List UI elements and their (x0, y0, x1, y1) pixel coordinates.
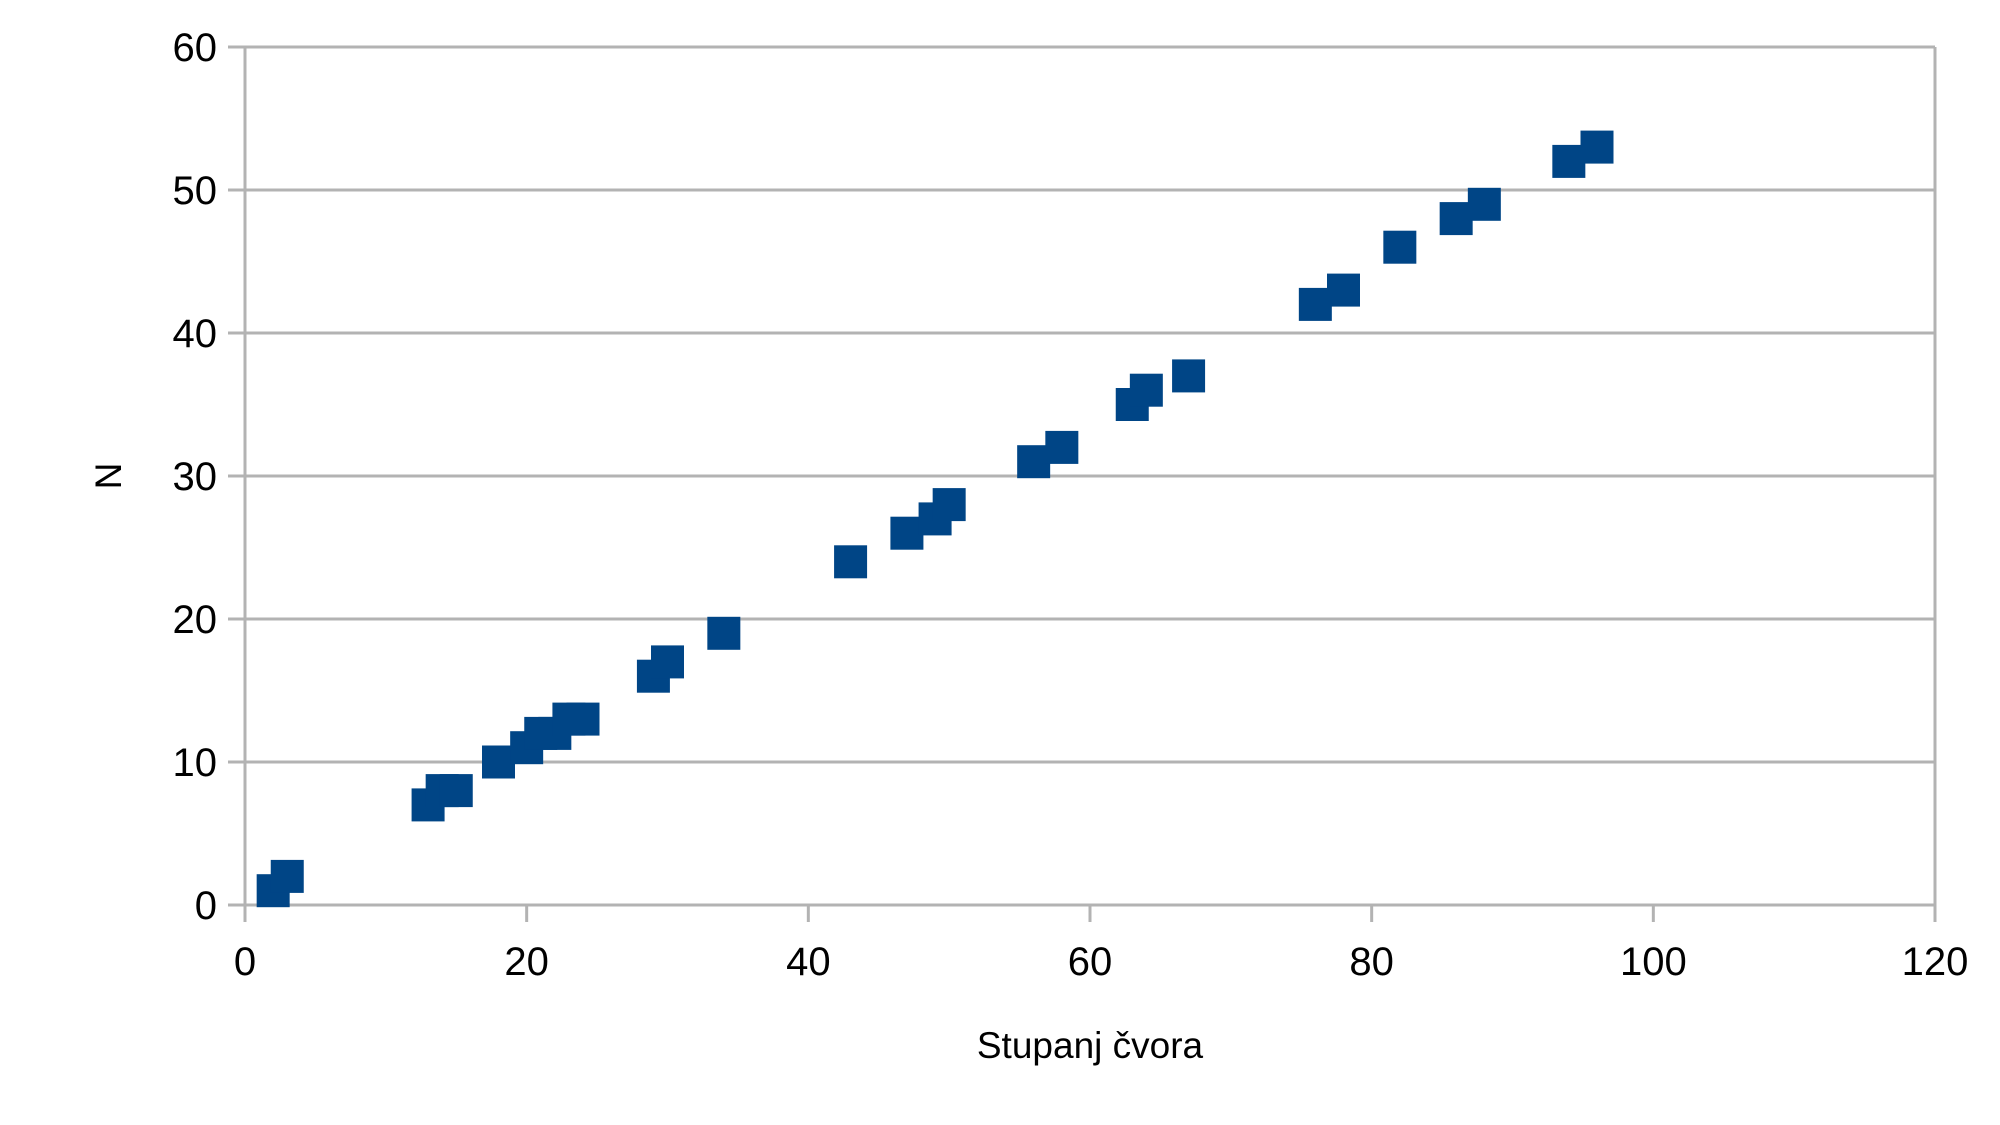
data-point (1298, 287, 1332, 321)
y-tick-label: 30 (173, 455, 218, 499)
y-tick-label: 60 (173, 26, 218, 70)
x-tick-labels: 0 20 40 60 80 100 120 (234, 940, 1969, 984)
y-axis-title: N (88, 463, 129, 490)
data-point (1017, 445, 1051, 479)
data-point (482, 745, 515, 779)
data-point (270, 859, 304, 893)
data-point (1467, 187, 1501, 221)
data-point (566, 702, 600, 736)
y-tick-label: 50 (173, 169, 218, 213)
y-tick-labels: 0 10 20 30 40 50 60 (173, 26, 218, 928)
data-point (1172, 359, 1206, 393)
x-tick-label: 0 (234, 940, 256, 984)
data-point (439, 774, 473, 808)
x-tick-label: 20 (504, 940, 549, 984)
data-point (834, 545, 868, 579)
data-point (932, 488, 966, 522)
data-point (707, 616, 741, 650)
data-point (1129, 373, 1163, 407)
y-tick-label: 20 (173, 598, 218, 642)
x-tick-label: 60 (1068, 940, 1113, 984)
data-point (651, 645, 684, 679)
y-tick-label: 0 (195, 884, 217, 928)
x-tick-label: 120 (1902, 940, 1969, 984)
x-axis-title: Stupanj čvora (977, 1025, 1204, 1066)
x-tick-label: 80 (1349, 940, 1394, 984)
y-tick-label: 10 (173, 741, 218, 785)
axes (228, 45, 1937, 922)
data-point (1552, 144, 1586, 178)
data-point (1327, 273, 1360, 307)
data-point (890, 516, 924, 550)
x-tick-label: 100 (1620, 940, 1687, 984)
data-point (1383, 230, 1417, 264)
data-points (256, 130, 1614, 908)
y-tick-label: 40 (173, 312, 218, 356)
data-point (1439, 202, 1473, 236)
data-point (1045, 430, 1079, 464)
x-tick-label: 40 (786, 940, 831, 984)
data-point (1580, 130, 1614, 164)
